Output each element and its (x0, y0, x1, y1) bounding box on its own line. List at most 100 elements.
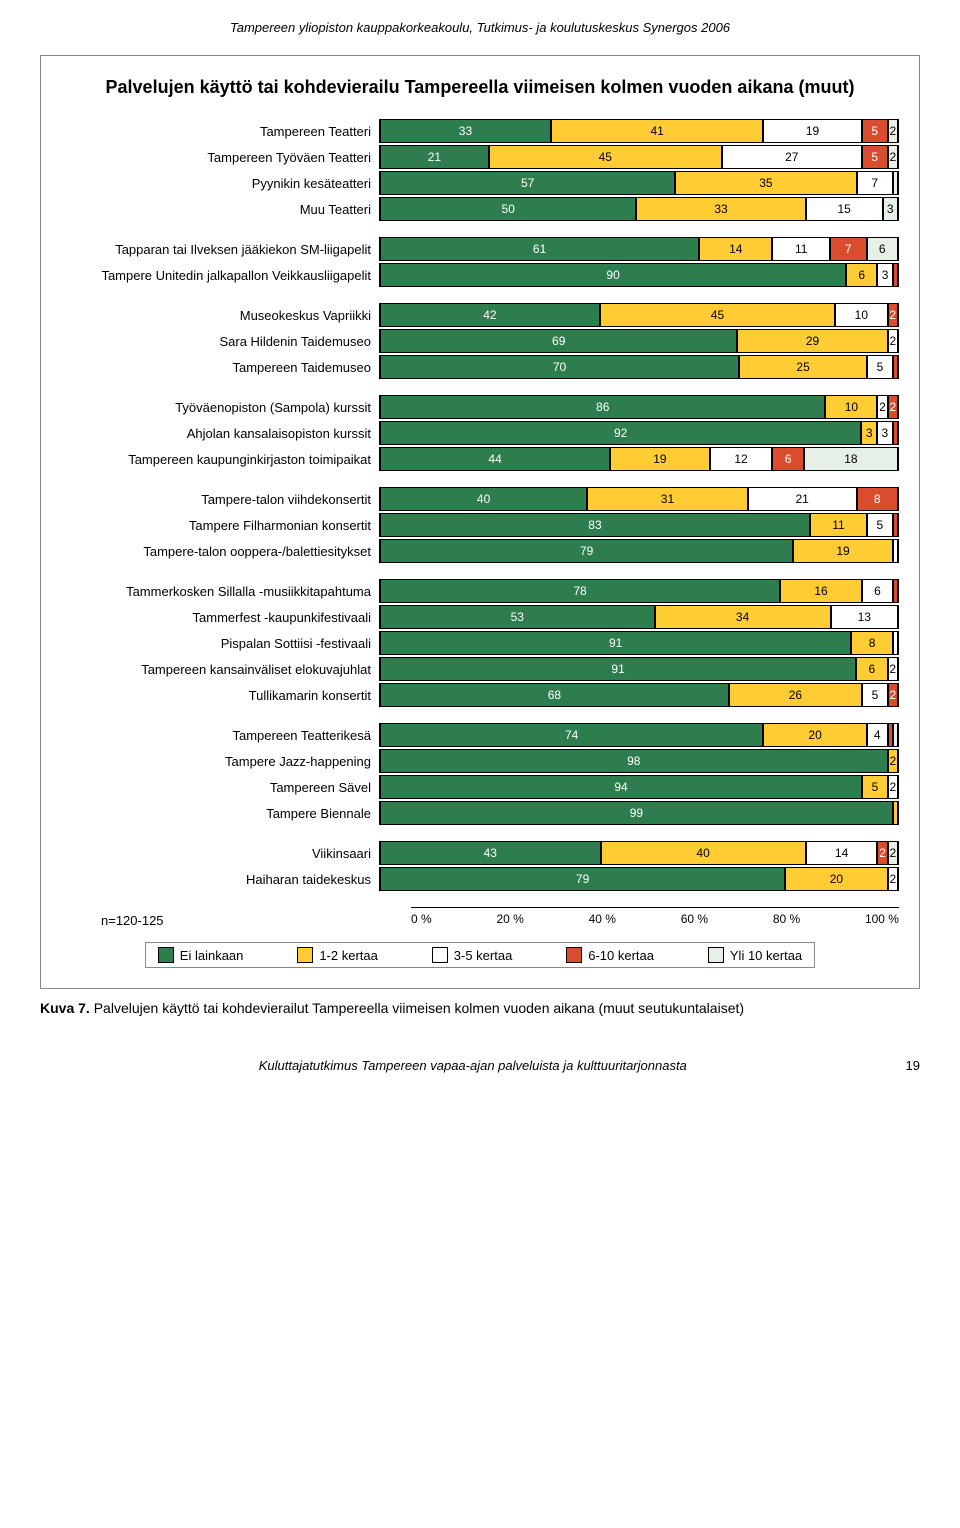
bar-segment: 26 (729, 683, 862, 707)
bar-row: Tampere Unitedin jalkapallon Veikkauslii… (61, 263, 899, 287)
bar-stack: 43401422 (380, 841, 898, 865)
bar-row: Tammerfest -kaupunkifestivaali533413 (61, 605, 899, 629)
bar-segment: 94 (380, 775, 862, 799)
bar-label: Ahjolan kansalaisopiston kurssit (61, 426, 379, 441)
bar-stack: 4031218 (380, 487, 898, 511)
bar-row: Tampereen Sävel9452 (61, 775, 899, 799)
bar-row: Tampere-talon ooppera-/balettiesitykset7… (61, 539, 899, 563)
bar-segment: 21 (748, 487, 857, 511)
bar-row: Tullikamarin konsertit682652 (61, 683, 899, 707)
bar-row: Tammerkosken Sillalla -musiikkitapahtuma… (61, 579, 899, 603)
bar-area: 43401422 (379, 841, 899, 865)
bar-segment (893, 263, 898, 287)
bar-stack: 99 (380, 801, 898, 825)
bar-label: Tullikamarin konsertit (61, 688, 379, 703)
bar-label: Tampereen kansainväliset elokuvajuhlat (61, 662, 379, 677)
bar-row: Museokeskus Vapriikki4245102 (61, 303, 899, 327)
bar-stack: 79202 (380, 867, 898, 891)
bar-segment: 86 (380, 395, 825, 419)
bar-segment (893, 171, 898, 195)
axis-tick: 40 % (589, 912, 616, 928)
bar-label: Haiharan taidekeskus (61, 872, 379, 887)
bar-segment: 10 (825, 395, 877, 419)
bar-segment: 2 (888, 395, 898, 419)
bar-segment: 2 (888, 657, 898, 681)
bar-label: Viikinsaari (61, 846, 379, 861)
bar-segment (893, 631, 898, 655)
bar-label: Tampereen Teatterikesä (61, 728, 379, 743)
bar-segment: 8 (857, 487, 898, 511)
bar-segment (893, 421, 898, 445)
bar-segment: 31 (587, 487, 748, 511)
bar-group: Tampereen Teatterikesä74204Tampere Jazz-… (61, 723, 899, 827)
bar-segment: 43 (380, 841, 601, 865)
bar-stack: 918 (380, 631, 898, 655)
footer-text: Kuluttajatutkimus Tampereen vapaa-ajan p… (259, 1058, 687, 1073)
bar-row: Haiharan taidekeskus79202 (61, 867, 899, 891)
bar-area: 99 (379, 801, 899, 825)
bar-area: 9063 (379, 263, 899, 287)
bar-segment: 40 (380, 487, 587, 511)
bar-segment: 91 (380, 657, 856, 681)
bar-row: Viikinsaari43401422 (61, 841, 899, 865)
bar-stack: 982 (380, 749, 898, 773)
bar-stack: 441912618 (380, 447, 898, 471)
bar-label: Sara Hildenin Taidemuseo (61, 334, 379, 349)
bar-segment: 3 (883, 197, 898, 221)
bar-segment: 2 (888, 749, 898, 773)
bar-stack: 78166 (380, 579, 898, 603)
bar-segment: 14 (806, 841, 878, 865)
bar-segment: 15 (806, 197, 883, 221)
bar-segment: 2 (888, 303, 898, 327)
bar-label: Tammerfest -kaupunkifestivaali (61, 610, 379, 625)
bar-segment: 4 (867, 723, 888, 747)
page: Tampereen yliopiston kauppakorkeakoulu, … (0, 0, 960, 1103)
bar-segment: 78 (380, 579, 780, 603)
legend-label: 6-10 kertaa (588, 948, 654, 963)
bar-segment: 33 (380, 119, 551, 143)
bar-segment (893, 513, 898, 537)
bar-row: Työväenopiston (Sampola) kurssit861022 (61, 395, 899, 419)
chart-title: Palvelujen käyttö tai kohdevierailu Tamp… (61, 76, 899, 99)
bar-area: 5033153 (379, 197, 899, 221)
bar-label: Tampereen Työväen Teatteri (61, 150, 379, 165)
bar-segment: 92 (380, 421, 861, 445)
bar-segment (893, 579, 898, 603)
bar-segment: 19 (793, 539, 892, 563)
bar-area: 9162 (379, 657, 899, 681)
bar-segment: 27 (722, 145, 862, 169)
bar-segment: 11 (810, 513, 867, 537)
bar-segment: 83 (380, 513, 810, 537)
page-number: 19 (906, 1058, 920, 1073)
bar-label: Tammerkosken Sillalla -musiikkitapahtuma (61, 584, 379, 599)
bar-segment: 19 (763, 119, 861, 143)
axis-tick: 20 % (496, 912, 523, 928)
bar-row: Tampereen kaupunginkirjaston toimipaikat… (61, 447, 899, 471)
bar-segment: 8 (851, 631, 892, 655)
bar-row: Pispalan Sottiisi -festivaali918 (61, 631, 899, 655)
caption-prefix: Kuva 7. (40, 1000, 94, 1016)
bar-stack: 5033153 (380, 197, 898, 221)
bar-segment: 12 (710, 447, 773, 471)
bar-segment: 2 (877, 395, 887, 419)
bar-segment: 6 (867, 237, 898, 261)
legend-label: 3-5 kertaa (454, 948, 513, 963)
bar-stack: 682652 (380, 683, 898, 707)
bar-segment: 6 (846, 263, 877, 287)
bar-label: Muu Teatteri (61, 202, 379, 217)
bar-segment: 21 (380, 145, 489, 169)
bar-row: Tampereen Työväen Teatteri21452752 (61, 145, 899, 169)
bar-row: Tampere Jazz-happening982 (61, 749, 899, 773)
bar-segment: 79 (380, 539, 793, 563)
bar-segment: 68 (380, 683, 729, 707)
bar-stack: 4245102 (380, 303, 898, 327)
bar-segment: 5 (862, 683, 888, 707)
legend: Ei lainkaan1-2 kertaa3-5 kertaa6-10 kert… (145, 942, 815, 968)
n-label: n=120-125 (61, 907, 411, 928)
bar-segment: 40 (601, 841, 806, 865)
bar-segment: 5 (867, 513, 893, 537)
bar-segment: 2 (888, 683, 898, 707)
bar-label: Tampereen kaupunginkirjaston toimipaikat (61, 452, 379, 467)
bar-segment: 3 (877, 263, 893, 287)
bar-stack: 57357 (380, 171, 898, 195)
